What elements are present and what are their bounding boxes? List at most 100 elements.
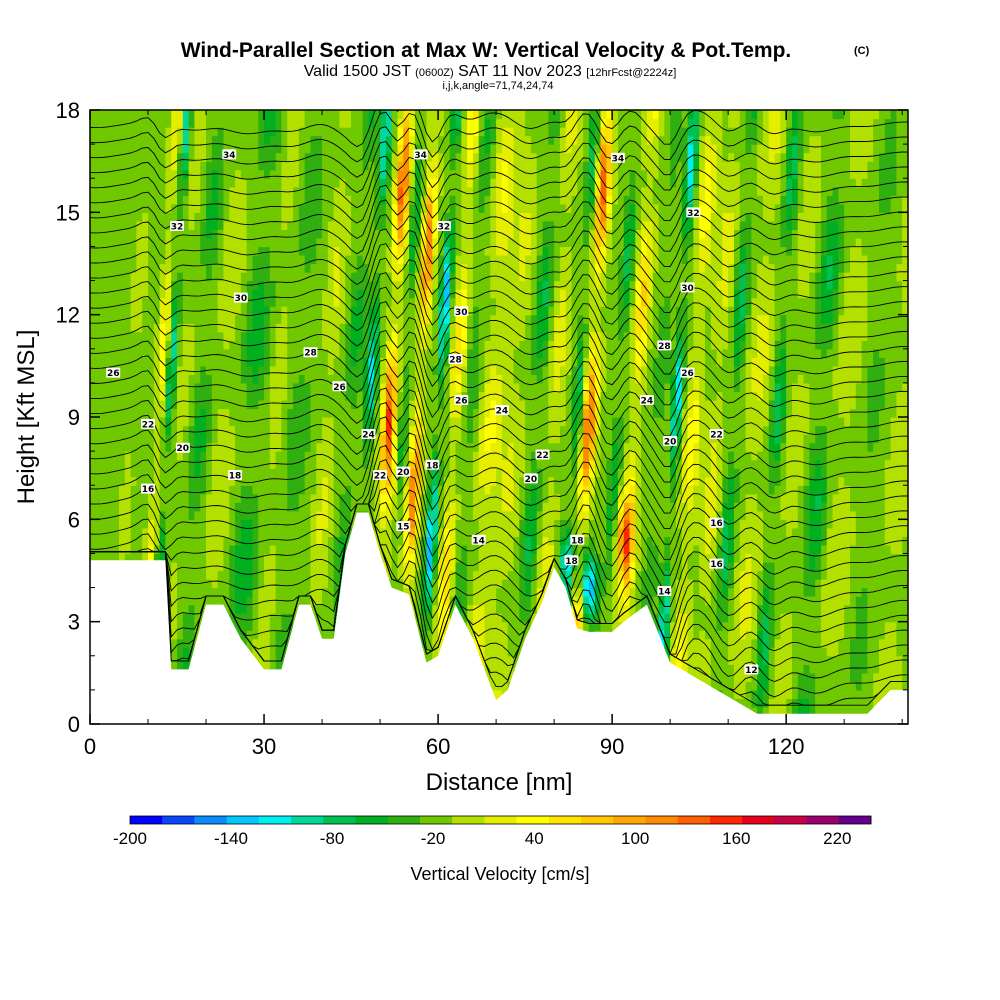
w-cell xyxy=(310,502,317,512)
w-cell xyxy=(252,570,259,580)
w-cell xyxy=(322,570,329,580)
w-cell xyxy=(304,434,312,444)
w-cell xyxy=(211,442,219,452)
w-cell xyxy=(496,510,503,520)
w-cell xyxy=(177,502,184,512)
w-cell xyxy=(298,485,306,495)
w-cell xyxy=(269,451,277,461)
w-cell xyxy=(612,442,619,452)
w-cell xyxy=(751,425,758,435)
w-cell xyxy=(304,579,312,589)
w-cell xyxy=(327,570,335,580)
w-cell xyxy=(844,664,851,674)
w-cell xyxy=(171,561,178,572)
w-cell xyxy=(664,468,671,478)
w-cell xyxy=(275,553,283,563)
w-cell xyxy=(588,621,596,631)
w-cell xyxy=(409,510,416,520)
w-cell xyxy=(733,519,741,529)
w-cell xyxy=(478,519,486,529)
w-cell xyxy=(438,553,445,563)
w-cell xyxy=(165,544,172,555)
w-cell xyxy=(339,476,346,486)
w-cell xyxy=(681,596,689,606)
w-cell xyxy=(733,655,741,665)
w-cell xyxy=(409,425,416,435)
w-cell xyxy=(507,621,515,631)
w-cell xyxy=(594,451,602,461)
w-cell xyxy=(826,553,834,563)
w-cell xyxy=(501,519,509,529)
w-cell xyxy=(815,579,822,589)
w-cell xyxy=(484,425,491,435)
w-cell xyxy=(623,510,631,520)
w-cell xyxy=(803,706,810,717)
w-cell xyxy=(809,570,816,580)
w-cell xyxy=(757,596,764,606)
w-cell xyxy=(768,476,776,486)
w-cell xyxy=(327,553,335,563)
w-cell xyxy=(623,613,631,623)
w-cell xyxy=(217,596,225,606)
w-cell xyxy=(223,510,230,520)
w-cell xyxy=(258,442,265,452)
w-cell xyxy=(559,425,567,435)
w-cell xyxy=(490,485,497,495)
w-cell xyxy=(826,621,834,631)
w-cell xyxy=(333,536,341,546)
w-cell xyxy=(780,561,787,572)
w-cell xyxy=(588,519,596,529)
w-cell xyxy=(745,485,752,495)
w-cell xyxy=(206,468,213,478)
w-cell xyxy=(229,510,236,520)
w-cell xyxy=(704,434,712,444)
w-cell xyxy=(496,536,503,546)
w-cell xyxy=(194,476,201,486)
w-cell xyxy=(820,536,828,546)
w-cell xyxy=(838,510,845,520)
w-cell xyxy=(710,621,718,631)
w-cell xyxy=(786,510,793,520)
w-cell xyxy=(472,596,480,606)
w-cell xyxy=(426,442,433,452)
w-cell xyxy=(507,604,515,614)
w-cell xyxy=(554,544,561,555)
w-cell xyxy=(867,579,874,589)
w-cell xyxy=(861,451,868,461)
w-cell xyxy=(95,527,103,537)
w-cell xyxy=(188,451,196,461)
w-cell xyxy=(612,613,619,623)
w-cell xyxy=(757,638,764,648)
w-cell xyxy=(745,510,752,520)
w-cell xyxy=(617,536,625,546)
w-cell xyxy=(844,698,851,708)
w-cell xyxy=(304,544,312,555)
w-cell xyxy=(855,579,863,589)
w-cell xyxy=(525,604,532,614)
w-cell xyxy=(704,459,712,469)
w-cell xyxy=(687,493,694,503)
w-cell xyxy=(594,587,602,597)
w-cell xyxy=(757,553,764,563)
w-cell xyxy=(130,442,138,452)
w-cell xyxy=(681,519,689,529)
w-cell xyxy=(148,425,155,435)
w-cell xyxy=(443,544,451,555)
w-cell xyxy=(304,493,312,503)
w-cell xyxy=(635,442,642,452)
w-cell xyxy=(322,459,329,469)
w-cell xyxy=(844,672,851,682)
w-cell xyxy=(304,587,312,597)
w-cell xyxy=(797,527,805,537)
w-cell xyxy=(177,536,184,546)
w-cell xyxy=(670,459,677,469)
w-cell xyxy=(124,485,132,495)
w-cell xyxy=(188,596,196,606)
w-cell xyxy=(501,459,509,469)
w-cell xyxy=(171,493,178,503)
w-cell xyxy=(786,544,793,555)
w-cell xyxy=(780,664,787,674)
w-cell xyxy=(855,689,863,700)
w-cell xyxy=(658,510,665,520)
w-cell xyxy=(269,638,277,648)
